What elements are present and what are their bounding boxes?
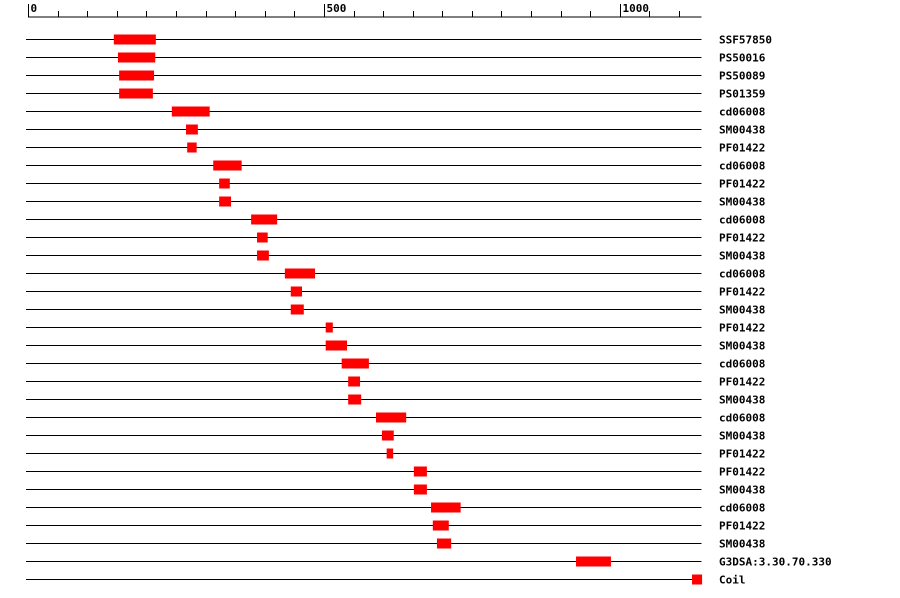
domain-bar [348, 394, 362, 405]
domain-bar [257, 232, 268, 243]
x-tick-label: 1000 [623, 2, 650, 15]
domain-bar [375, 412, 407, 423]
domain-bar [576, 556, 611, 567]
row-label: PF01422 [719, 448, 765, 461]
row-label: PF01422 [719, 520, 765, 533]
row-label: PF01422 [719, 376, 765, 389]
row-label: cd06008 [719, 412, 765, 425]
row-label: cd06008 [719, 502, 765, 515]
domain-bar [284, 268, 316, 279]
domain-bar [119, 70, 155, 81]
domain-bar [113, 34, 156, 45]
row-label: SM00438 [719, 250, 765, 263]
domain-bar [381, 430, 394, 441]
row-label: cd06008 [719, 160, 765, 173]
domain-bar [325, 322, 333, 333]
row-label: SSF57850 [719, 34, 772, 47]
domain-bar [431, 502, 461, 513]
domain-bar [251, 214, 278, 225]
row-label: G3DSA:3.30.70.330 [719, 556, 832, 569]
x-tick-label: 500 [327, 2, 347, 15]
row-label: SM00438 [719, 196, 765, 209]
row-label: PF01422 [719, 466, 765, 479]
domain-bar [325, 340, 347, 351]
row-label: PF01422 [719, 178, 765, 191]
row-label: cd06008 [719, 214, 765, 227]
domain-bar [432, 520, 449, 531]
row-label: SM00438 [719, 340, 765, 353]
domain-bar [257, 250, 269, 261]
domain-bar [290, 286, 303, 297]
row-label: SM00438 [719, 304, 765, 317]
row-label: SM00438 [719, 484, 765, 497]
domain-bar [413, 484, 427, 495]
domain-bar [348, 376, 361, 387]
row-label: cd06008 [719, 268, 765, 281]
domain-bar [219, 196, 231, 207]
row-label: cd06008 [719, 358, 765, 371]
row-label: PS50089 [719, 70, 765, 83]
domain-bar [341, 358, 369, 369]
row-label: PF01422 [719, 142, 765, 155]
domain-bar [186, 124, 198, 135]
row-label: PF01422 [719, 232, 765, 245]
domain-bar [436, 538, 452, 549]
row-label: SM00438 [719, 538, 765, 551]
domain-bar [119, 88, 153, 99]
row-label: SM00438 [719, 124, 765, 137]
domain-bar [187, 142, 197, 153]
x-tick-label: 0 [31, 2, 38, 15]
domain-bar [386, 448, 394, 459]
row-label: PF01422 [719, 322, 765, 335]
domain-bar [219, 178, 230, 189]
domain-bar [290, 304, 304, 315]
domain-bar [413, 466, 427, 477]
row-label: PS50016 [719, 52, 766, 65]
domain-bar [213, 160, 242, 171]
domain-bar [117, 52, 156, 63]
row-label: Coil [719, 574, 746, 587]
row-label: SM00438 [719, 430, 765, 443]
domain-bar [692, 574, 703, 585]
row-label: PF01422 [719, 286, 765, 299]
row-label: SM00438 [719, 394, 765, 407]
row-label: cd06008 [719, 106, 765, 119]
domain-bar [171, 106, 210, 117]
row-label: PS01359 [719, 88, 765, 101]
